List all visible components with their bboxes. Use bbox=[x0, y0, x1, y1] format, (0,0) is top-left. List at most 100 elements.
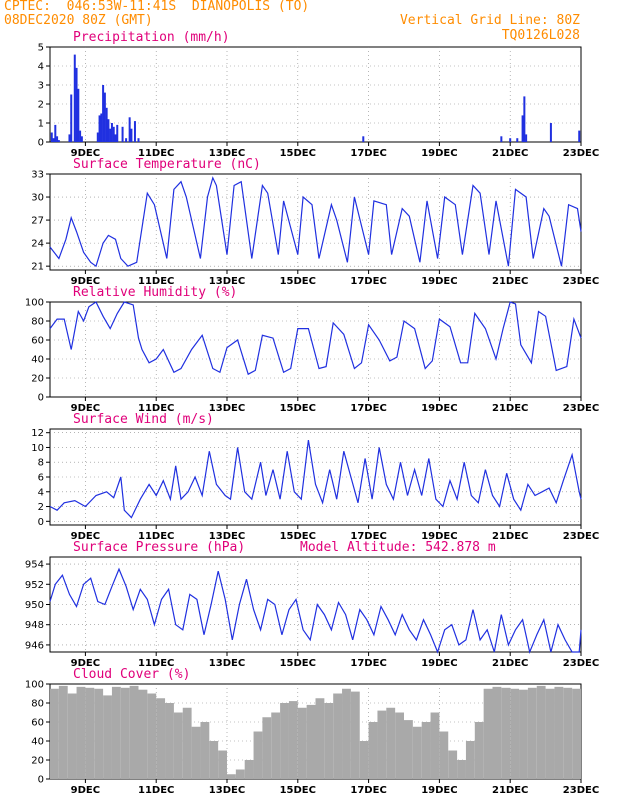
cloud-cover-bar bbox=[182, 707, 192, 779]
cloud-cover-bar bbox=[377, 710, 387, 779]
temperature-ytick-label: 24 bbox=[31, 239, 44, 250]
cloud-cover-bar bbox=[474, 722, 484, 779]
temperature-ytick-label: 21 bbox=[31, 262, 44, 273]
cloud-cover-bar bbox=[94, 688, 104, 779]
cloud-cover-bar bbox=[545, 688, 555, 779]
cloud-cover-bar bbox=[156, 698, 166, 779]
humidity-ytick-label: 80 bbox=[31, 317, 44, 328]
humidity-xtick-label: 23DEC bbox=[563, 403, 599, 414]
humidity-xtick-label: 17DEC bbox=[350, 403, 386, 414]
precipitation-bar bbox=[98, 115, 101, 142]
cloud-cover-bar bbox=[138, 689, 148, 779]
precipitation-ytick-label: 4 bbox=[38, 62, 44, 73]
precipitation-bar bbox=[103, 92, 106, 142]
cloud-cover-bar bbox=[350, 691, 360, 779]
humidity-ytick-label: 20 bbox=[31, 374, 44, 385]
precipitation-bar bbox=[128, 117, 131, 142]
temperature-ytick-label: 27 bbox=[31, 216, 44, 227]
pressure-xtick-label: 17DEC bbox=[350, 658, 386, 669]
precipitation-bar bbox=[130, 128, 133, 142]
cloud-cover-bar bbox=[76, 686, 86, 779]
cloud-cover-bar bbox=[120, 687, 130, 779]
wind-ytick-label: 4 bbox=[38, 487, 44, 498]
precipitation-bar bbox=[54, 124, 57, 142]
cloud-cover-bar bbox=[368, 722, 378, 779]
precipitation-bar bbox=[107, 119, 110, 142]
cloud-cover-bar bbox=[147, 693, 157, 779]
humidity-series-line bbox=[49, 301, 582, 376]
header-grid-line: Vertical Grid Line: 80Z bbox=[399, 13, 580, 28]
humidity-xtick-label: 9DEC bbox=[71, 403, 100, 414]
wind-xtick-label: 11DEC bbox=[138, 531, 174, 542]
precipitation-bar bbox=[114, 134, 117, 142]
precipitation-xtick-label: 21DEC bbox=[492, 148, 528, 159]
pressure-xtick-label: 9DEC bbox=[71, 658, 100, 669]
precipitation-ytick-label: 5 bbox=[38, 43, 44, 54]
precipitation-bar bbox=[121, 126, 124, 142]
cloud-cover-bar bbox=[430, 712, 440, 779]
wind-xtick-label: 17DEC bbox=[350, 531, 386, 542]
precipitation-bar bbox=[549, 123, 552, 142]
pressure-title: Surface Pressure (hPa) bbox=[73, 540, 245, 555]
precipitation-bar bbox=[137, 138, 140, 142]
humidity-ytick-label: 60 bbox=[31, 336, 44, 347]
precipitation-bar bbox=[100, 113, 103, 142]
cloud-ytick-label: 100 bbox=[25, 680, 44, 691]
cloud-cover-bar bbox=[129, 685, 139, 779]
temperature-xtick-label: 13DEC bbox=[209, 276, 245, 287]
precipitation-bar bbox=[509, 138, 512, 142]
pressure-ytick-label: 954 bbox=[25, 560, 44, 571]
cloud-cover-bar bbox=[554, 686, 564, 779]
wind-xtick-label: 21DEC bbox=[492, 531, 528, 542]
pressure-xtick-label: 21DEC bbox=[492, 658, 528, 669]
cloud-cover-bar bbox=[67, 693, 77, 779]
precipitation-bar bbox=[500, 136, 503, 142]
precipitation-bar bbox=[116, 124, 119, 142]
cloud-cover-bar bbox=[191, 726, 201, 779]
cloud-cover-bar bbox=[457, 760, 466, 779]
precipitation-bar bbox=[57, 140, 60, 142]
temperature-xtick-label: 19DEC bbox=[421, 276, 457, 287]
precipitation-bar bbox=[77, 88, 80, 142]
cloud-cover-bar bbox=[342, 688, 351, 779]
precipitation-bar bbox=[102, 85, 105, 142]
cloud-cover-bar bbox=[288, 701, 298, 779]
precipitation-bar bbox=[362, 136, 365, 142]
wind-ytick-label: 8 bbox=[38, 458, 44, 469]
pressure-ytick-label: 948 bbox=[25, 620, 44, 631]
wind-ytick-label: 6 bbox=[38, 473, 44, 484]
wind-series-line bbox=[49, 440, 582, 519]
cloud-xtick-label: 23DEC bbox=[563, 785, 599, 796]
cloud-ytick-label: 40 bbox=[31, 737, 44, 748]
precipitation-bar bbox=[125, 138, 128, 142]
cloud-cover-bar bbox=[412, 726, 422, 779]
pressure-ytick-label: 950 bbox=[25, 600, 44, 611]
header-station: CPTEC: 046:53W-11:41S DIANOPOLIS (TO) bbox=[4, 0, 310, 14]
cloud-cover-bar bbox=[439, 731, 449, 779]
cloud-cover-bar bbox=[280, 703, 289, 779]
precipitation-bar bbox=[578, 130, 581, 142]
precipitation-xtick-label: 19DEC bbox=[421, 148, 457, 159]
temperature-ytick-label: 33 bbox=[31, 170, 44, 181]
cloud-cover-bar bbox=[501, 687, 511, 779]
cloud-cover-bar bbox=[262, 717, 272, 779]
cloud-xtick-label: 9DEC bbox=[71, 785, 100, 796]
precipitation-frame bbox=[49, 46, 582, 143]
pressure-ytick-label: 946 bbox=[25, 640, 44, 651]
wind-title: Surface Wind (m/s) bbox=[73, 412, 214, 427]
cloud-cover-bar bbox=[386, 707, 396, 779]
wind-xtick-label: 13DEC bbox=[209, 531, 245, 542]
pressure-frame bbox=[49, 556, 582, 653]
precipitation-xtick-label: 17DEC bbox=[350, 148, 386, 159]
temperature-xtick-label: 21DEC bbox=[492, 276, 528, 287]
wind-ytick-label: 12 bbox=[31, 428, 44, 439]
precipitation-bar bbox=[68, 134, 71, 142]
humidity-ytick-label: 100 bbox=[25, 298, 44, 309]
temperature-ytick-label: 30 bbox=[31, 193, 44, 204]
humidity-xtick-label: 15DEC bbox=[280, 403, 316, 414]
wind-xtick-label: 15DEC bbox=[280, 531, 316, 542]
precipitation-bar bbox=[110, 123, 113, 142]
precipitation-ytick-label: 1 bbox=[38, 119, 44, 130]
cloud-cover-bar bbox=[519, 689, 528, 779]
